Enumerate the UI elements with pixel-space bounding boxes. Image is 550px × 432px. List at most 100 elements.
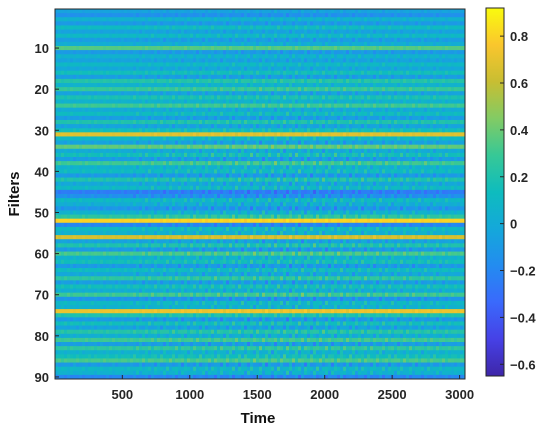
heatmap-cell xyxy=(82,41,85,47)
heatmap-cell xyxy=(211,128,214,133)
heatmap-cell xyxy=(202,95,205,100)
heatmap-cell xyxy=(403,124,406,129)
heatmap-cell xyxy=(421,107,424,113)
heatmap-cell xyxy=(433,78,436,84)
heatmap-cell xyxy=(409,33,412,39)
heatmap-cell xyxy=(307,58,310,63)
heatmap-cell xyxy=(121,157,124,162)
heatmap-cell xyxy=(310,140,313,145)
heatmap-cell xyxy=(211,70,214,76)
heatmap-cell xyxy=(88,95,91,100)
heatmap-cell xyxy=(181,74,184,80)
heatmap-cell xyxy=(184,58,187,63)
heatmap-cell xyxy=(439,66,442,71)
heatmap-cell xyxy=(322,29,325,34)
heatmap-cell xyxy=(226,120,229,125)
heatmap-cell xyxy=(226,54,229,59)
heatmap-cell xyxy=(160,140,163,145)
heatmap-cell xyxy=(112,29,115,34)
heatmap-cell xyxy=(262,17,265,22)
heatmap-cell xyxy=(109,103,112,108)
heatmap-cell xyxy=(85,87,88,92)
heatmap-cell xyxy=(100,91,103,96)
heatmap-cell xyxy=(427,87,430,92)
heatmap-cell xyxy=(397,50,400,55)
heatmap-cell xyxy=(280,136,283,141)
heatmap-cell xyxy=(112,103,115,108)
heatmap-row xyxy=(55,144,465,150)
heatmap-cell xyxy=(55,132,58,137)
heatmap-cell xyxy=(64,58,67,63)
heatmap-cell xyxy=(202,66,205,71)
heatmap-cell xyxy=(241,50,244,55)
heatmap-cell xyxy=(124,157,127,162)
heatmap-cell xyxy=(256,74,259,80)
heatmap-cell xyxy=(436,74,439,80)
heatmap-cell xyxy=(292,144,295,150)
heatmap-cell xyxy=(388,107,391,113)
heatmap-cell xyxy=(55,78,58,84)
heatmap-cell xyxy=(61,152,64,158)
heatmap-cell xyxy=(376,9,379,14)
heatmap-cell xyxy=(454,46,457,51)
heatmap-cell xyxy=(169,124,172,129)
heatmap-cell xyxy=(439,33,442,39)
heatmap-cell xyxy=(202,107,205,113)
heatmap-cell xyxy=(118,41,121,47)
heatmap-cell xyxy=(304,46,307,51)
heatmap-cell xyxy=(124,74,127,80)
heatmap-cell xyxy=(343,87,346,92)
heatmap-cell xyxy=(310,9,313,14)
heatmap-cell xyxy=(172,87,175,92)
heatmap-cell xyxy=(403,95,406,100)
heatmap-cell xyxy=(181,25,184,30)
heatmap-cell xyxy=(340,37,343,43)
heatmap-cell xyxy=(421,62,424,67)
heatmap-cell xyxy=(226,46,229,51)
heatmap-cell xyxy=(382,83,385,88)
heatmap-cell xyxy=(304,111,307,117)
heatmap-cell xyxy=(295,107,298,113)
heatmap-cell xyxy=(316,70,319,76)
heatmap-cell xyxy=(403,62,406,67)
heatmap-cell xyxy=(148,107,151,113)
heatmap-cell xyxy=(358,17,361,22)
heatmap-cell xyxy=(373,136,376,141)
heatmap-cell xyxy=(118,91,121,96)
heatmap-cell xyxy=(331,54,334,59)
heatmap-cell xyxy=(130,157,133,162)
heatmap-cell xyxy=(427,78,430,84)
heatmap-cell xyxy=(142,37,145,43)
heatmap-cell xyxy=(280,50,283,55)
heatmap-cell xyxy=(289,54,292,59)
heatmap-cell xyxy=(364,74,367,80)
heatmap-cell xyxy=(127,54,130,59)
heatmap-cell xyxy=(244,152,247,158)
heatmap-cell xyxy=(115,91,118,96)
heatmap-cell xyxy=(67,136,70,141)
heatmap-cell xyxy=(433,70,436,76)
heatmap-cell xyxy=(400,17,403,22)
heatmap-cell xyxy=(256,58,259,63)
heatmap-cell xyxy=(73,17,76,22)
heatmap-cell xyxy=(202,152,205,158)
heatmap-cell xyxy=(274,46,277,51)
heatmap-cell xyxy=(361,66,364,71)
heatmap-cell xyxy=(298,54,301,59)
heatmap-cell xyxy=(145,78,148,84)
heatmap-cell xyxy=(139,21,142,26)
heatmap-cell xyxy=(448,120,451,125)
heatmap-cell xyxy=(370,78,373,84)
heatmap-cell xyxy=(202,13,205,18)
heatmap-cell xyxy=(331,21,334,26)
heatmap-cell xyxy=(190,120,193,125)
heatmap-cell xyxy=(352,152,355,158)
heatmap-cell xyxy=(256,107,259,113)
heatmap-cell xyxy=(184,99,187,104)
heatmap-cell xyxy=(217,111,220,117)
heatmap-cell xyxy=(340,50,343,55)
heatmap-row xyxy=(55,87,465,92)
heatmap-cell xyxy=(445,66,448,71)
heatmap-cell xyxy=(355,103,358,108)
heatmap-cell xyxy=(349,136,352,141)
